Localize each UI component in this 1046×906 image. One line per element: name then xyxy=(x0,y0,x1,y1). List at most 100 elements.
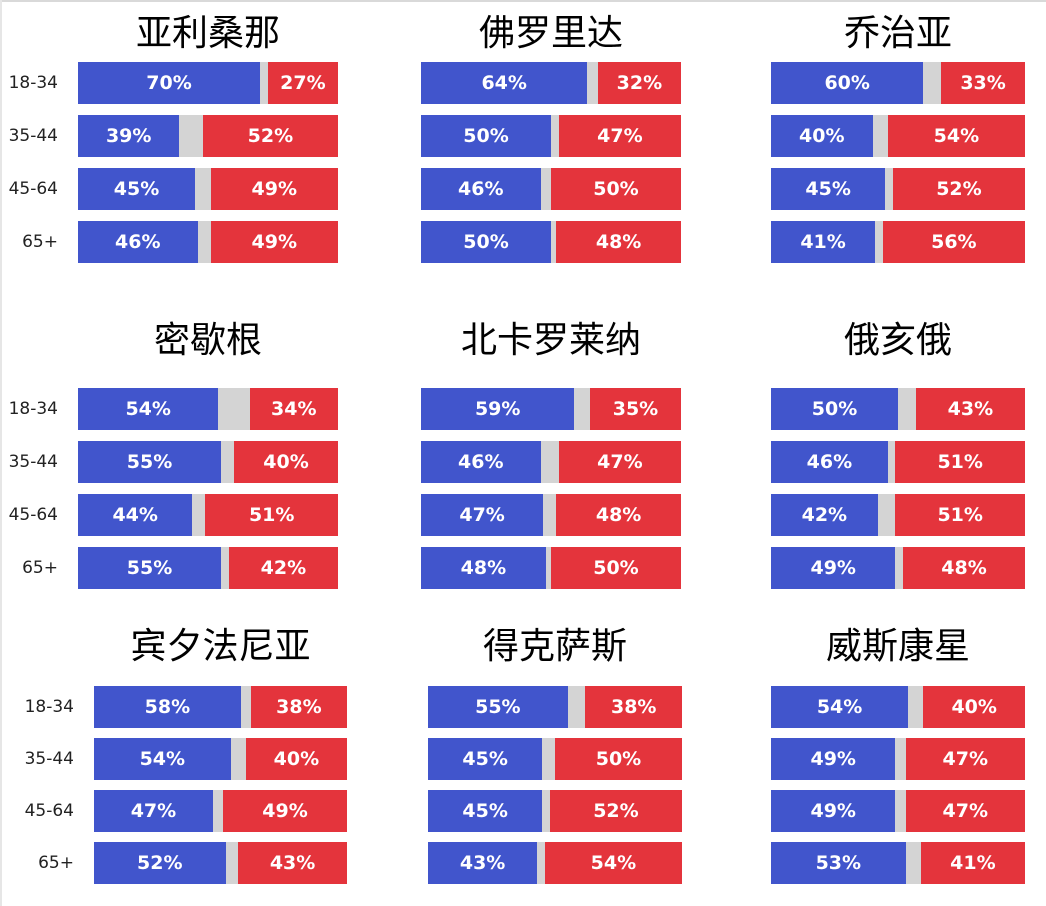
other-share-bar xyxy=(221,441,234,483)
age-group-label: 65+ xyxy=(22,558,58,578)
state-chart-panel: 北卡罗莱纳 59% 35% 46% 47% 47% 48% 48% 50% xyxy=(421,0,681,906)
stacked-bar-row: 39% 52% xyxy=(78,115,338,157)
age-group-label: 65+ xyxy=(38,853,74,873)
state-chart-panel: 俄亥俄 50% 43% 46% 51% 42% 51% 49% 48% xyxy=(771,0,1025,906)
trump-share-bar: 40% xyxy=(245,738,347,780)
trump-share-bar: 33% xyxy=(941,62,1025,104)
other-share-bar xyxy=(872,115,888,157)
harris-share-bar: 46% xyxy=(771,441,888,483)
trump-share-bar: 48% xyxy=(556,221,681,263)
harris-share-bar: 47% xyxy=(421,494,544,536)
stacked-bar-row: 46% 49% xyxy=(78,221,338,263)
stacked-bar-row: 45% 50% xyxy=(428,738,682,780)
trump-share-bar: 48% xyxy=(903,547,1025,589)
trump-share-bar: 47% xyxy=(558,115,681,157)
age-group-label: 45-64 xyxy=(24,801,74,821)
age-group-label: 65+ xyxy=(22,232,58,252)
other-share-bar xyxy=(221,547,229,589)
stacked-bar-row: 55% 40% xyxy=(78,441,338,483)
stacked-bar-row: 58% 38% xyxy=(94,686,347,728)
stacked-bar-row: 70% 27% xyxy=(78,62,338,104)
chart-title: 得克萨斯 xyxy=(482,626,627,667)
other-share-bar xyxy=(540,168,551,210)
stacked-bar-row: 40% 54% xyxy=(771,115,1025,157)
stacked-bar-row: 44% 51% xyxy=(78,494,338,536)
stacked-bar-row: 47% 49% xyxy=(94,790,347,832)
other-share-bar xyxy=(545,547,551,589)
harris-share-bar: 59% xyxy=(421,388,575,430)
stacked-bar-row: 46% 50% xyxy=(421,168,681,210)
chart-title: 亚利桑那 xyxy=(135,13,280,54)
other-share-bar xyxy=(225,842,239,884)
trump-share-bar: 40% xyxy=(234,441,338,483)
age-group-label: 35-44 xyxy=(8,452,58,472)
harris-share-bar: 50% xyxy=(421,115,551,157)
trump-share-bar: 47% xyxy=(905,738,1025,780)
stacked-bar-row: 49% 47% xyxy=(771,790,1025,832)
chart-title: 密歇根 xyxy=(153,320,262,361)
trump-share-bar: 38% xyxy=(585,686,682,728)
other-share-bar xyxy=(542,738,555,780)
other-share-bar xyxy=(192,494,206,536)
trump-share-bar: 32% xyxy=(597,62,681,104)
harris-share-bar: 46% xyxy=(421,168,541,210)
harris-share-bar: 42% xyxy=(771,494,878,536)
harris-share-bar: 55% xyxy=(78,547,221,589)
harris-share-bar: 44% xyxy=(78,494,193,536)
trump-share-bar: 52% xyxy=(202,115,338,157)
chart-title: 北卡罗莱纳 xyxy=(460,320,641,361)
trump-share-bar: 41% xyxy=(920,842,1025,884)
trump-share-bar: 56% xyxy=(882,221,1025,263)
state-chart-panel: 威斯康星 54% 40% 49% 47% 49% 47% 53% 41% xyxy=(771,0,1025,906)
other-share-bar xyxy=(895,547,904,589)
trump-share-bar: 48% xyxy=(556,494,681,536)
harris-share-bar: 55% xyxy=(78,441,221,483)
frame-left-edge xyxy=(0,0,2,906)
trump-share-bar: 50% xyxy=(550,168,681,210)
other-share-bar xyxy=(875,221,883,263)
trump-share-bar: 49% xyxy=(210,221,338,263)
harris-share-bar: 45% xyxy=(771,168,886,210)
stacked-bar-row: 55% 38% xyxy=(428,686,682,728)
harris-share-bar: 41% xyxy=(771,221,876,263)
stacked-bar-row: 45% 52% xyxy=(428,790,682,832)
other-share-bar xyxy=(567,686,586,728)
trump-share-bar: 50% xyxy=(550,547,681,589)
harris-share-bar: 55% xyxy=(428,686,568,728)
age-group-label: 45-64 xyxy=(8,179,58,199)
other-share-bar xyxy=(218,388,250,430)
other-share-bar xyxy=(240,686,251,728)
stacked-bar-row: 50% 47% xyxy=(421,115,681,157)
harris-share-bar: 49% xyxy=(771,547,896,589)
other-share-bar xyxy=(887,441,896,483)
state-chart-panel: 密歇根 18-34 54% 34% 35-44 55% 40% 45-64 44% 51% 65+ 5… xyxy=(9,0,338,906)
age-group-label: 18-34 xyxy=(8,73,58,93)
harris-share-bar: 45% xyxy=(78,168,195,210)
harris-share-bar: 39% xyxy=(78,115,180,157)
stacked-bar-row: 41% 56% xyxy=(771,221,1025,263)
other-share-bar xyxy=(551,221,557,263)
other-share-bar xyxy=(179,115,203,157)
trump-share-bar: 35% xyxy=(589,388,681,430)
stacked-bar-row: 42% 51% xyxy=(771,494,1025,536)
trump-share-bar: 47% xyxy=(558,441,681,483)
harris-share-bar: 50% xyxy=(771,388,898,430)
trump-share-bar: 47% xyxy=(905,790,1025,832)
stacked-bar-row: 60% 33% xyxy=(771,62,1025,104)
trump-share-bar: 52% xyxy=(892,168,1025,210)
harris-share-bar: 54% xyxy=(78,388,219,430)
trump-share-bar: 27% xyxy=(267,62,338,104)
trump-share-bar: 42% xyxy=(228,547,338,589)
harris-share-bar: 58% xyxy=(94,686,241,728)
stacked-bar-row: 48% 50% xyxy=(421,547,681,589)
trump-share-bar: 34% xyxy=(249,388,338,430)
harris-share-bar: 40% xyxy=(771,115,873,157)
trump-share-bar: 51% xyxy=(895,494,1025,536)
other-share-bar xyxy=(195,168,211,210)
stacked-bar-row: 49% 47% xyxy=(771,738,1025,780)
other-share-bar xyxy=(877,494,896,536)
other-share-bar xyxy=(587,62,598,104)
stacked-bar-row: 46% 47% xyxy=(421,441,681,483)
trump-share-bar: 54% xyxy=(887,115,1025,157)
state-chart-panel: 得克萨斯 55% 38% 45% 50% 45% 52% 43% 54% xyxy=(428,0,682,906)
